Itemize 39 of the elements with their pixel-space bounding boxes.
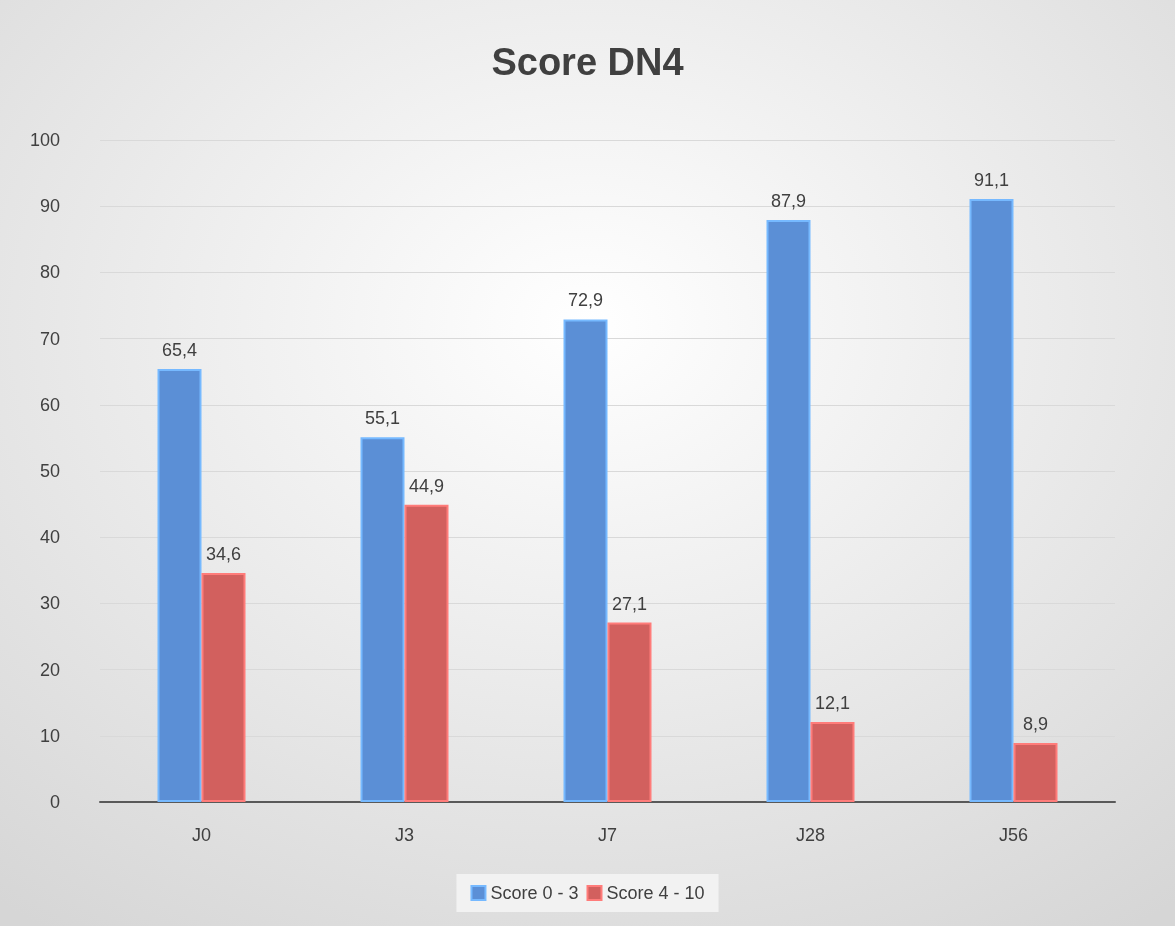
y-tick-label: 80 [39, 262, 60, 283]
y-tick-label: 40 [39, 527, 60, 548]
legend-label: Score 4 - 10 [606, 883, 705, 903]
data-label: 91,1 [973, 169, 1010, 190]
bar [810, 721, 855, 802]
y-tick-label: 10 [39, 725, 60, 746]
x-tick-label: J28 [795, 825, 826, 845]
data-label: 55,1 [364, 408, 401, 429]
bar [360, 437, 405, 802]
bar [563, 319, 608, 802]
bar [1013, 743, 1058, 802]
x-tick-label: J56 [998, 825, 1029, 845]
data-label: 34,6 [205, 543, 242, 564]
legend-label: Score 0 - 3 [490, 883, 579, 903]
x-tick-label: J0 [191, 825, 212, 845]
bar [157, 369, 202, 802]
y-tick-label: 0 [49, 792, 60, 812]
y-tick-label: 50 [39, 461, 60, 481]
bar [201, 572, 246, 802]
y-tick-label: 70 [39, 328, 60, 349]
bar [404, 504, 449, 802]
data-label: 27,1 [611, 593, 648, 614]
data-label: 44,9 [408, 475, 445, 496]
bar [766, 220, 811, 802]
y-tick-label: 30 [39, 593, 60, 614]
data-label: 65,4 [161, 340, 198, 361]
bar [607, 622, 652, 802]
data-label: 87,9 [770, 191, 807, 212]
y-tick-label: 90 [39, 196, 60, 217]
data-label: 12,1 [814, 692, 851, 713]
bar [969, 198, 1014, 802]
data-label: 8,9 [1022, 714, 1049, 735]
y-tick-label: 100 [29, 130, 60, 150]
y-tick-label: 60 [39, 394, 60, 415]
chart-title: Score DN4 [491, 41, 684, 83]
x-tick-label: J7 [597, 825, 618, 845]
x-tick-label: J3 [394, 825, 415, 845]
data-label: 72,9 [567, 290, 604, 311]
y-tick-label: 20 [39, 659, 60, 680]
